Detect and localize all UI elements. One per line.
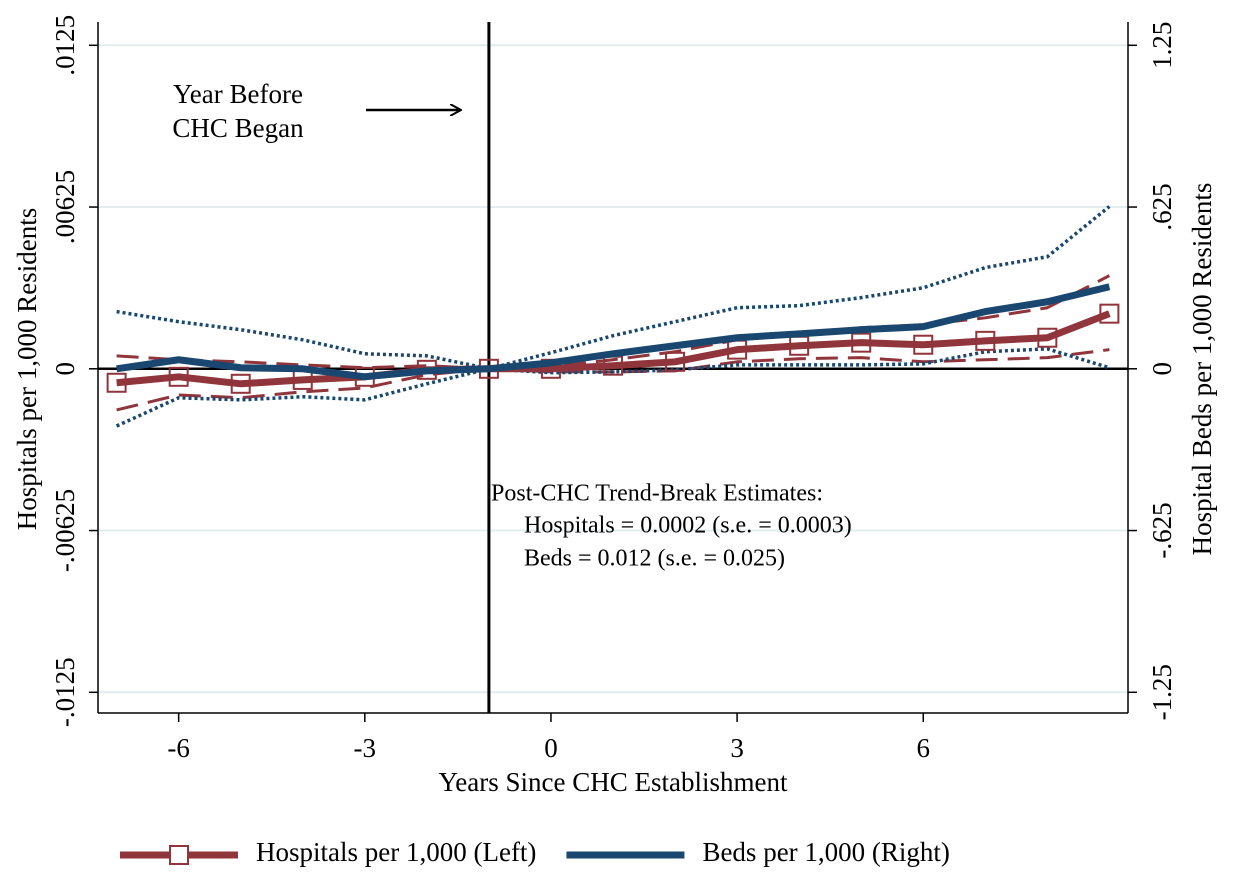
x-tick-label: -6 — [167, 733, 190, 763]
y2-axis-title: Hospital Beds per 1,000 Residents — [1187, 183, 1217, 556]
series-line — [116, 310, 1111, 388]
annotation: CHC Began — [172, 113, 304, 143]
legend-label: Hospitals per 1,000 (Left) — [256, 837, 536, 867]
x-tick-label: 6 — [916, 733, 930, 763]
y2-tick-label: 0 — [1147, 362, 1177, 376]
series-line — [116, 205, 1111, 371]
y-tick-label: .0125 — [50, 15, 80, 76]
x-tick-label: -3 — [354, 733, 377, 763]
plot-area — [98, 22, 1128, 713]
series-line — [116, 274, 1111, 371]
data-point — [106, 372, 127, 393]
annotation: Beds = 0.012 (s.e. = 0.025) — [524, 546, 785, 572]
series-line — [115, 347, 1110, 428]
y2-tick-label: 1.25 — [1147, 22, 1177, 69]
y-axis-title: Hospitals per 1,000 Residents — [12, 208, 42, 530]
legend: Hospitals per 1,000 (Left) Beds per 1,000… — [120, 837, 950, 867]
y2-tick-label: -.625 — [1147, 502, 1177, 558]
annotation: Post-CHC Trend-Break Estimates: — [491, 481, 823, 507]
data-point — [168, 366, 189, 387]
x-tick-label: 3 — [730, 733, 744, 763]
y2-tick-label: -1.25 — [1147, 664, 1177, 720]
y-tick-label: -.00625 — [50, 489, 80, 572]
x-axis-title: Years Since CHC Establishment — [439, 767, 788, 797]
data-point — [1099, 303, 1120, 324]
data-point — [851, 332, 872, 353]
x-tick-label: 0 — [544, 733, 558, 763]
y-tick-label: 0 — [50, 362, 80, 376]
annotation: Hospitals = 0.0002 (s.e. = 0.0003) — [524, 513, 852, 539]
y2-tick-label: .625 — [1147, 183, 1177, 230]
data-point — [913, 334, 934, 355]
annotation: Year Before — [173, 79, 303, 109]
legend-marker — [169, 845, 189, 865]
data-point — [1037, 327, 1058, 348]
data-point — [665, 351, 686, 372]
y-tick-label: -.0125 — [50, 657, 80, 727]
data-point — [230, 373, 251, 394]
y-tick-label: .00625 — [50, 170, 80, 244]
series-line — [116, 283, 1111, 381]
data-point — [975, 330, 996, 351]
legend-label: Beds per 1,000 (Right) — [702, 837, 949, 867]
